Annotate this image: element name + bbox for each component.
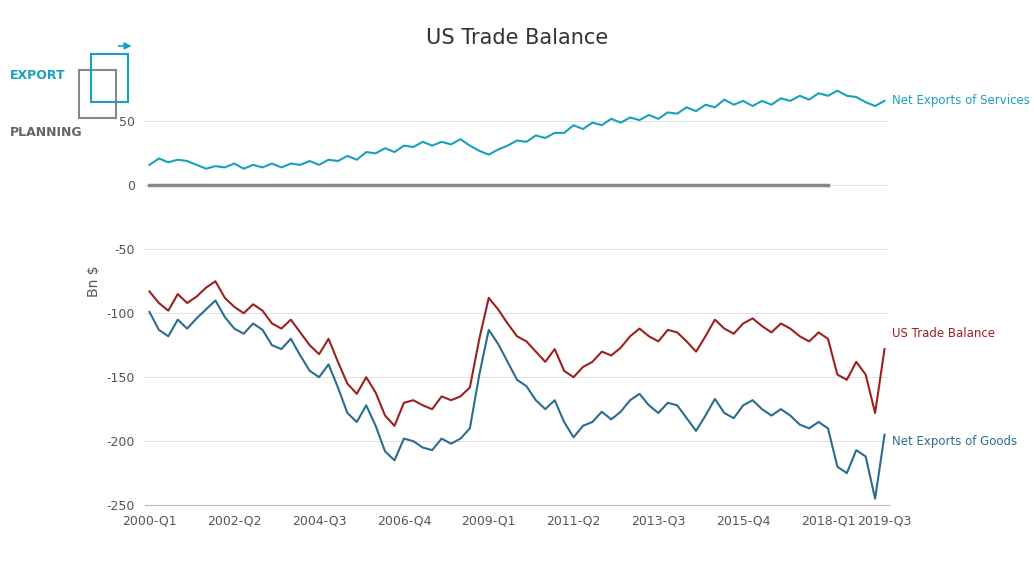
Text: EXPORT: EXPORT <box>10 69 66 82</box>
Text: PLANNING: PLANNING <box>10 126 83 139</box>
Text: Net Exports of Services: Net Exports of Services <box>892 94 1030 107</box>
Title: US Trade Balance: US Trade Balance <box>426 28 608 48</box>
Text: US Trade Balance: US Trade Balance <box>892 327 995 340</box>
Y-axis label: Bn $: Bn $ <box>87 265 101 297</box>
Text: Net Exports of Goods: Net Exports of Goods <box>892 435 1017 448</box>
